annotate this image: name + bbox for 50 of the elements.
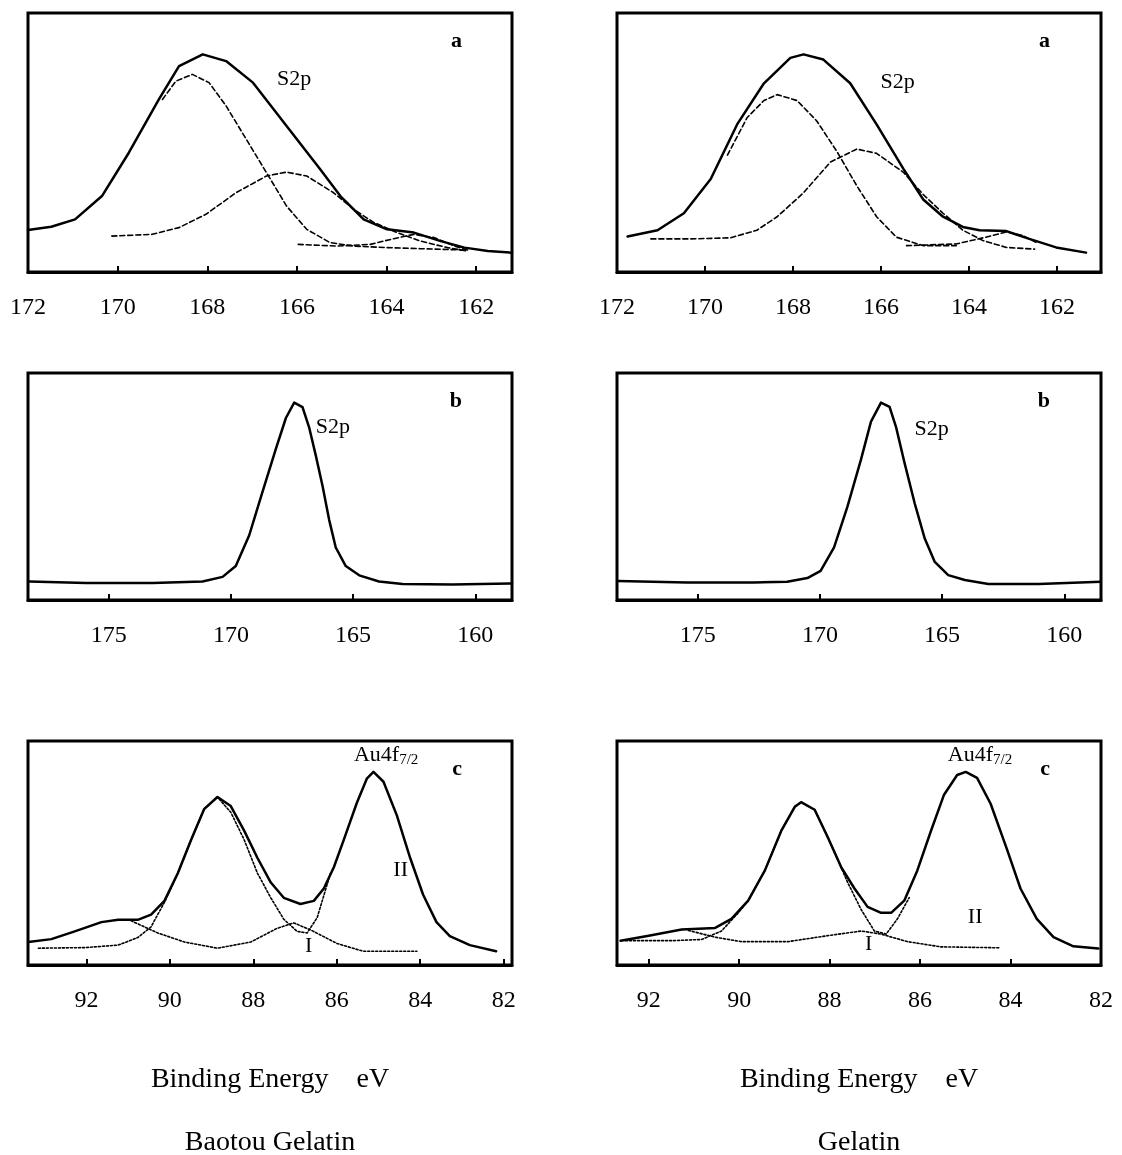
x-tick-label: 170 xyxy=(212,621,249,647)
x-tick-label: 88 xyxy=(817,986,842,1012)
x-axis-title: Binding Energy eV xyxy=(739,1061,979,1093)
annotation: I xyxy=(865,930,873,956)
x-tick-label: 88 xyxy=(241,986,266,1012)
x-tick-label: 92 xyxy=(636,986,661,1012)
x-tick-label: 160 xyxy=(1046,621,1083,647)
x-tick-label: 86 xyxy=(324,986,349,1012)
annotation: S2p xyxy=(277,65,312,91)
annotation: II xyxy=(393,856,409,882)
x-tick-label: 84 xyxy=(998,986,1023,1012)
x-tick-label: 86 xyxy=(908,986,933,1012)
chart-title: c xyxy=(452,754,463,780)
annotation: S2p xyxy=(315,412,351,438)
x-tick-label: 175 xyxy=(679,621,716,647)
x-tick-label: 165 xyxy=(924,621,961,647)
x-tick-label: 170 xyxy=(99,293,136,319)
chart-title: a xyxy=(1039,26,1050,52)
annotation: I xyxy=(305,932,313,958)
x-tick-label: 90 xyxy=(727,986,752,1012)
x-axis-title: Binding Energy eV xyxy=(150,1061,390,1093)
chart-title: b xyxy=(449,386,463,412)
x-tick-label: 175 xyxy=(90,621,127,647)
text: Gelatin xyxy=(817,1124,901,1155)
annotation: II xyxy=(967,903,983,929)
text: Baotou Gelatin xyxy=(184,1124,356,1155)
x-tick-label: 170 xyxy=(687,293,723,319)
x-tick-label: 160 xyxy=(457,621,494,647)
chart-title: b xyxy=(1037,386,1051,412)
x-tick-label: 162 xyxy=(1039,293,1075,319)
x-tick-label: 168 xyxy=(189,293,226,319)
chart-title: a xyxy=(451,26,462,52)
chart-title: c xyxy=(1040,754,1051,780)
x-tick-label: 82 xyxy=(1089,986,1113,1012)
x-tick-label: 164 xyxy=(368,293,405,319)
annotation: S2p xyxy=(914,414,949,440)
x-tick-label: 84 xyxy=(408,986,433,1012)
x-tick-label: 82 xyxy=(491,986,516,1012)
x-tick-label: 166 xyxy=(278,293,315,319)
x-tick-label: 165 xyxy=(335,621,372,647)
x-tick-label: 170 xyxy=(801,621,838,647)
x-tick-label: 172 xyxy=(10,293,46,319)
x-tick-label: 90 xyxy=(157,986,182,1012)
x-tick-label: 168 xyxy=(775,293,811,319)
x-tick-label: 92 xyxy=(74,986,99,1012)
x-tick-label: 166 xyxy=(863,293,899,319)
x-tick-label: 162 xyxy=(458,293,495,319)
x-tick-label: 172 xyxy=(599,293,635,319)
annotation: S2p xyxy=(880,67,915,93)
x-tick-label: 164 xyxy=(951,293,987,319)
